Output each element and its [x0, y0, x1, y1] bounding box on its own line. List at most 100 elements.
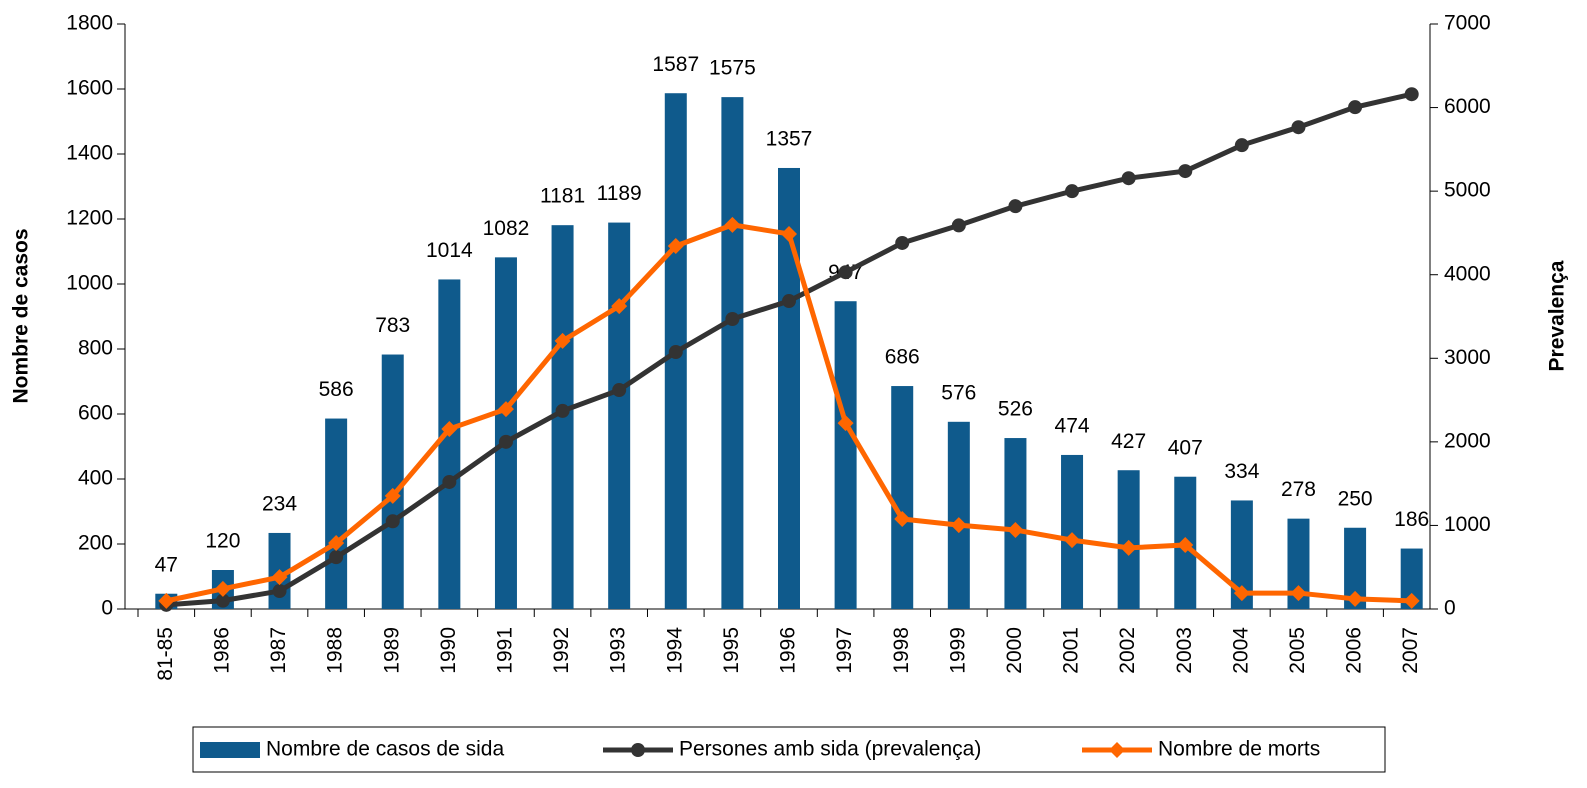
point [1008, 199, 1023, 214]
y2-tick-label: 5000 [1444, 179, 1491, 202]
x-tick-label: 1998 [890, 627, 913, 674]
y2-tick-label: 4000 [1444, 262, 1491, 285]
data-label: 586 [319, 378, 354, 401]
data-label: 1181 [540, 185, 585, 208]
point [1404, 87, 1419, 102]
point [1120, 539, 1137, 556]
point [497, 401, 514, 418]
data-label: 47 [155, 553, 178, 576]
point [838, 265, 853, 280]
data-label: 1082 [483, 217, 530, 240]
x-tick-label: 2000 [1003, 627, 1026, 674]
y2-tick-label: 7000 [1444, 12, 1491, 35]
x-tick-label: 1999 [946, 627, 969, 674]
y-tick-label: 1400 [66, 142, 113, 165]
y-tick-label: 600 [78, 402, 113, 425]
x-tick-label: 2007 [1399, 627, 1422, 674]
y-tick-label: 1600 [66, 77, 113, 100]
point [1233, 585, 1250, 602]
point [384, 487, 401, 504]
x-tick-label: 1986 [210, 627, 233, 674]
point [1177, 536, 1194, 553]
x-tick-label: 1989 [380, 627, 403, 674]
data-label: 1357 [766, 128, 813, 151]
point [555, 403, 570, 418]
y2-tick-label: 2000 [1444, 429, 1491, 452]
x-tick-label: 1996 [777, 627, 800, 674]
data-label: 1587 [652, 53, 699, 76]
y2-tick-label: 3000 [1444, 346, 1491, 369]
data-label: 576 [941, 381, 976, 404]
bar [891, 386, 914, 609]
data-label: 1575 [709, 57, 756, 80]
point [1290, 585, 1307, 602]
x-tick-label: 2003 [1173, 627, 1196, 674]
bar [1061, 454, 1084, 609]
point [385, 514, 400, 529]
point [951, 218, 966, 233]
bar [494, 257, 517, 609]
y-tick-label: 400 [78, 467, 113, 490]
point [1348, 100, 1363, 115]
point [782, 294, 796, 309]
bar [1344, 527, 1367, 609]
y-axis-title: Nombre de casos [10, 228, 33, 403]
data-label: 1014 [426, 239, 473, 262]
y2-tick-label: 1000 [1444, 513, 1491, 536]
legend-label: Nombre de morts [1158, 738, 1320, 761]
point [1007, 522, 1024, 539]
point [215, 593, 230, 608]
y2-tick-label: 6000 [1444, 95, 1491, 118]
x-tick-label: 1990 [437, 627, 460, 674]
point [329, 550, 344, 565]
bar [1230, 500, 1253, 609]
y-tick-label: 800 [78, 337, 113, 360]
bar [721, 97, 744, 609]
bar [778, 167, 800, 609]
point [272, 584, 287, 599]
legend-swatch [200, 742, 260, 758]
data-label: 407 [1168, 436, 1203, 459]
point [1064, 532, 1081, 549]
point [1347, 590, 1364, 607]
legend-label: Nombre de casos de sida [266, 738, 504, 761]
x-tick-label: 2004 [1229, 627, 1252, 674]
y-tick-label: 200 [78, 532, 113, 555]
point [667, 237, 684, 254]
bar [608, 222, 631, 609]
x-tick-label: 1992 [550, 627, 573, 674]
x-tick-label: 1991 [494, 627, 517, 674]
point [724, 216, 741, 233]
data-label: 526 [998, 398, 1033, 421]
point [498, 434, 513, 449]
data-label: 278 [1281, 478, 1316, 501]
data-label: 186 [1394, 508, 1429, 531]
point [441, 420, 458, 437]
point [631, 743, 645, 757]
point [895, 235, 910, 250]
x-tick-label: 1995 [720, 627, 743, 674]
x-tick-label: 2001 [1060, 627, 1083, 674]
point [894, 510, 911, 527]
data-label: 427 [1111, 430, 1146, 453]
point [668, 345, 683, 360]
point [328, 535, 345, 552]
point [725, 312, 740, 327]
point [554, 332, 571, 349]
bar [438, 279, 461, 609]
data-label: 474 [1055, 414, 1090, 437]
point [1234, 138, 1249, 153]
x-tick-label: 2002 [1116, 627, 1139, 674]
x-tick-label: 2005 [1286, 627, 1309, 674]
data-label: 334 [1224, 460, 1259, 483]
bar [1287, 518, 1310, 609]
data-label: 234 [262, 492, 297, 515]
x-tick-label: 1987 [267, 627, 290, 674]
bar [947, 421, 970, 609]
legend-label: Persones amb sida (prevalença) [679, 738, 981, 761]
bar [1117, 470, 1140, 609]
point [1403, 592, 1420, 609]
data-label: 120 [205, 530, 240, 553]
point [1291, 120, 1306, 135]
point [612, 383, 627, 398]
